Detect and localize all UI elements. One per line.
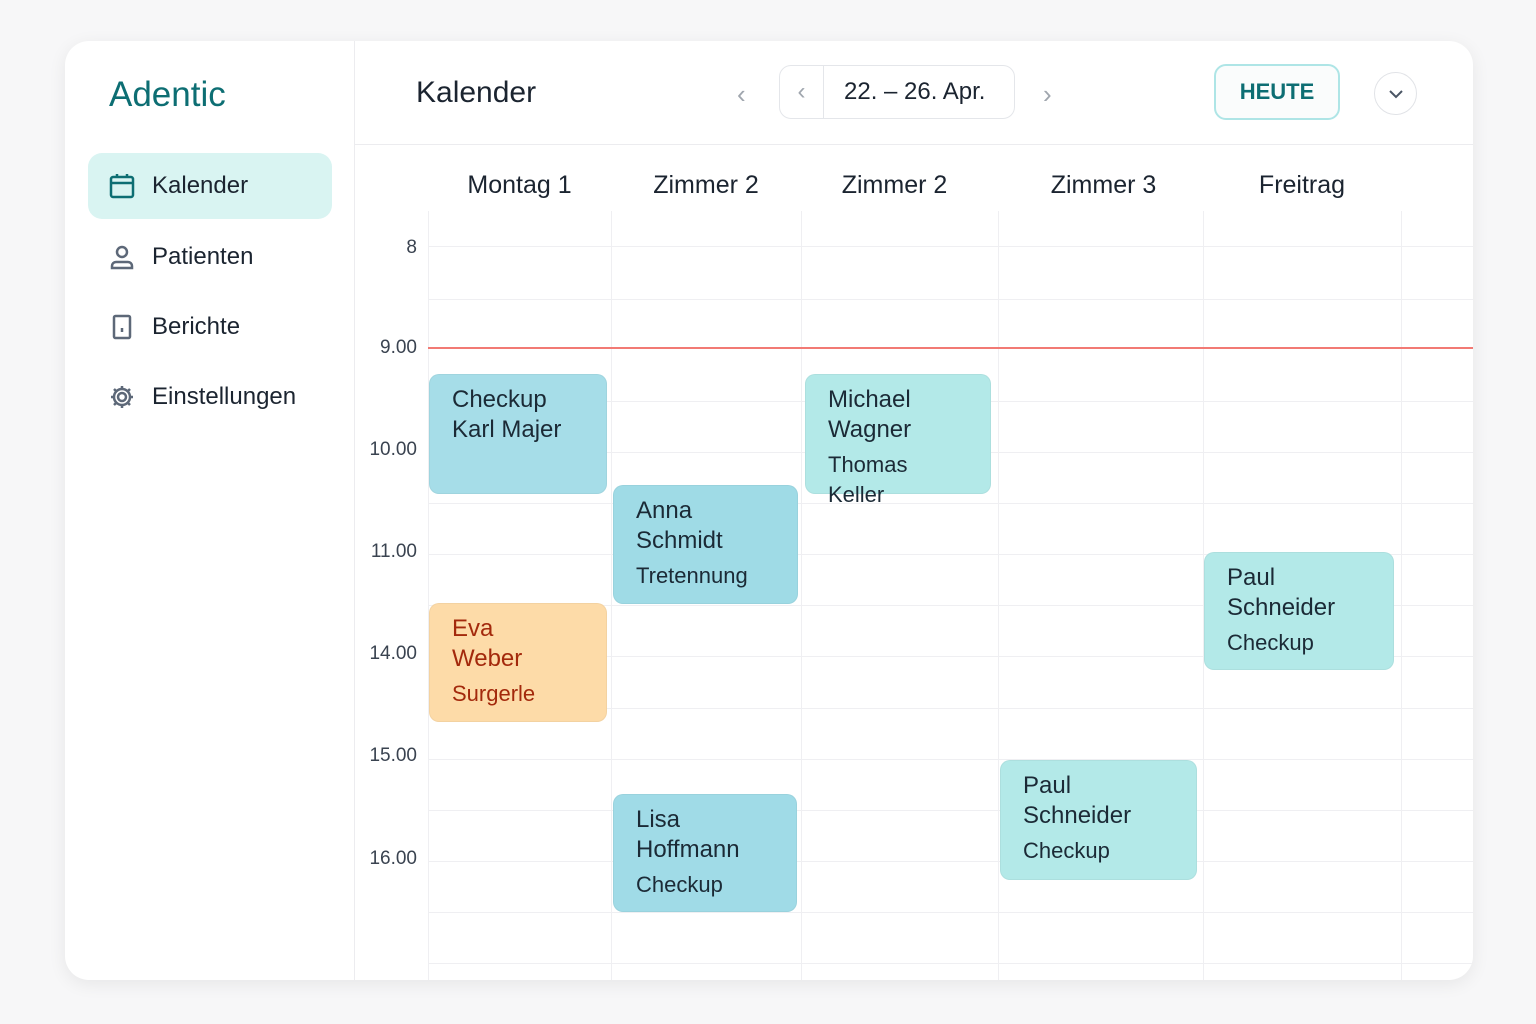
grid-line bbox=[428, 810, 1473, 811]
time-label: 14.00 bbox=[369, 643, 417, 664]
app-window: Adentic Kalender Patienten Berichte Eins… bbox=[65, 41, 1473, 980]
header-divider bbox=[355, 144, 1473, 145]
event-subtitle: Tretennung bbox=[636, 563, 748, 588]
grid-line bbox=[428, 861, 1473, 862]
sidebar-item-label: Kalender bbox=[152, 172, 249, 199]
grid-line bbox=[428, 299, 1473, 300]
gear-icon bbox=[111, 386, 133, 408]
time-label: 8 bbox=[406, 237, 417, 258]
logo: Adentic bbox=[109, 75, 226, 114]
time-label: 16.00 bbox=[369, 848, 417, 869]
calendar-icon bbox=[109, 174, 135, 199]
event-card[interactable]: Lisa Hoffmann Checkup bbox=[613, 794, 797, 912]
grid-line bbox=[428, 912, 1473, 913]
event-title: Eva Weber bbox=[452, 615, 523, 672]
grid-line bbox=[428, 503, 1473, 504]
event-subtitle: Surgerle bbox=[452, 681, 536, 706]
column-header: Montag 1 bbox=[467, 171, 572, 199]
event-title: Paul Schneider bbox=[1227, 564, 1336, 621]
sidebar-item-berichte[interactable]: Berichte bbox=[88, 294, 332, 360]
report-icon bbox=[112, 314, 132, 340]
time-label: 11.00 bbox=[370, 541, 417, 562]
grid-line bbox=[611, 211, 612, 980]
column-header: Freitrag bbox=[1258, 171, 1346, 199]
event-subtitle: Thomas Keller bbox=[828, 452, 908, 507]
event-subtitle: Checkup bbox=[1227, 630, 1314, 655]
event-card[interactable]: Michael Wagner Thomas Keller bbox=[805, 374, 991, 507]
grid-line bbox=[801, 211, 802, 980]
column-header: Zimmer 2 bbox=[653, 171, 759, 199]
date-range-picker[interactable]: ‹ 22. – 26. Apr. bbox=[779, 65, 1015, 119]
sidebar-item-label: Berichte bbox=[152, 313, 241, 340]
column-header: Zimmer 2 bbox=[841, 171, 948, 199]
sidebar-item-label: Einstellungen bbox=[152, 383, 297, 410]
event-title: Paul Schneider bbox=[1023, 772, 1132, 829]
event-title: Anna Schmidt bbox=[636, 497, 723, 554]
chevron-left-icon[interactable]: ‹ bbox=[737, 79, 746, 109]
current-time-line bbox=[428, 347, 1473, 349]
page-title: Kalender bbox=[416, 76, 537, 109]
dropdown-button[interactable] bbox=[1374, 72, 1417, 115]
sidebar: Adentic Kalender Patienten Berichte Eins… bbox=[65, 41, 355, 980]
time-label: 9.00 bbox=[380, 337, 417, 358]
sidebar-item-einstellungen[interactable]: Einstellungen bbox=[88, 364, 332, 430]
event-title: Lisa Hoffmann bbox=[636, 806, 740, 863]
chevron-right-icon[interactable]: › bbox=[1043, 79, 1052, 109]
grid-line bbox=[428, 759, 1473, 760]
grid-line bbox=[428, 246, 1473, 247]
grid-line bbox=[998, 211, 999, 980]
sidebar-item-label: Patienten bbox=[152, 243, 254, 270]
grid-line bbox=[428, 605, 1473, 606]
event-card[interactable]: Eva Weber Surgerle bbox=[429, 603, 607, 722]
chevron-down-icon bbox=[1388, 89, 1403, 98]
event-subtitle: Checkup bbox=[1023, 838, 1110, 863]
user-icon bbox=[110, 245, 134, 270]
grid-line bbox=[428, 211, 429, 980]
grid-line bbox=[428, 963, 1473, 964]
time-label: 15.00 bbox=[369, 745, 417, 766]
event-card[interactable]: Anna Schmidt Tretennung bbox=[613, 485, 798, 604]
today-button[interactable]: HEUTE bbox=[1214, 64, 1340, 120]
sidebar-item-kalender[interactable]: Kalender bbox=[88, 153, 332, 219]
column-header: Zimmer 3 bbox=[1050, 171, 1157, 199]
grid-line bbox=[1401, 211, 1402, 980]
event-card[interactable]: Paul Schneider Checkup bbox=[1204, 552, 1394, 670]
grid-line bbox=[428, 656, 1473, 657]
grid-line bbox=[428, 554, 1473, 555]
chevron-left-icon[interactable]: ‹ bbox=[780, 66, 824, 118]
event-card[interactable]: Checkup Karl Majer bbox=[429, 374, 607, 494]
event-card[interactable]: Paul Schneider Checkup bbox=[1000, 760, 1197, 880]
sidebar-item-patienten[interactable]: Patienten bbox=[88, 224, 332, 290]
event-subtitle: Checkup bbox=[636, 872, 723, 897]
date-range-label: 22. – 26. Apr. bbox=[844, 78, 986, 105]
grid-line bbox=[1203, 211, 1204, 980]
event-title: Checkup bbox=[452, 386, 547, 413]
grid-line bbox=[428, 708, 1473, 709]
time-label: 10.00 bbox=[369, 439, 417, 460]
event-subtitle: Karl Majer bbox=[452, 416, 562, 443]
event-title: Michael Wagner bbox=[828, 386, 912, 443]
